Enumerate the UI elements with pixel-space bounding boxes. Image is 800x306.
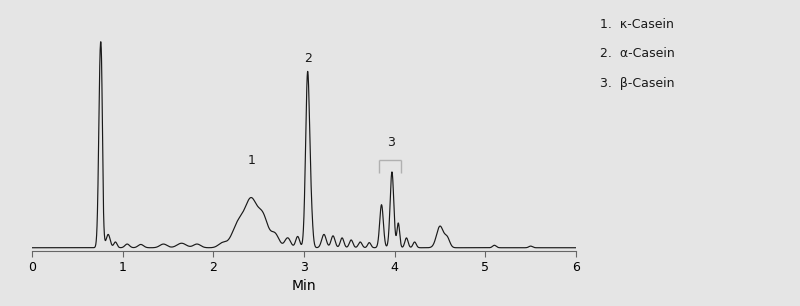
Text: 1.  κ-Casein: 1. κ-Casein xyxy=(600,18,674,31)
X-axis label: Min: Min xyxy=(292,278,316,293)
Text: 3.  β-Casein: 3. β-Casein xyxy=(600,76,674,89)
Text: 2.  α-Casein: 2. α-Casein xyxy=(600,47,674,60)
Text: 3: 3 xyxy=(387,136,395,149)
Text: 1: 1 xyxy=(247,154,255,167)
Text: 2: 2 xyxy=(304,52,311,65)
